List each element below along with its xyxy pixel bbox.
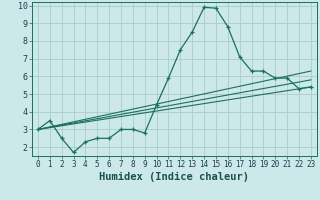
X-axis label: Humidex (Indice chaleur): Humidex (Indice chaleur) — [100, 172, 249, 182]
